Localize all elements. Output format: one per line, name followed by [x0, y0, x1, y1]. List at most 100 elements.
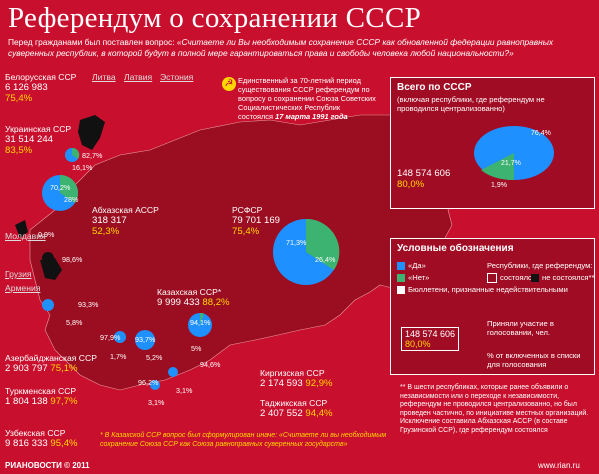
stat-tajikistan: Таджикская ССР 2 407 552 94,4%: [260, 398, 333, 419]
rsfsr-voters: 79 701 169: [232, 215, 281, 226]
kirg-voters: 2 174 593: [260, 378, 303, 389]
turk-voters: 1 804 138: [5, 396, 48, 407]
total-no-label: 21,7%: [501, 160, 521, 167]
legend-spoiled-text: Бюллетени, признанные недействительными: [408, 285, 568, 294]
not-held-swatch: [531, 274, 539, 282]
referendum-note-text: Единственный за 70-летний период существ…: [238, 76, 376, 121]
legend-not-held-text: не состоялся**: [542, 273, 595, 282]
tadj-no-label: 3,1%: [148, 398, 165, 407]
turk-pie-yes: [114, 331, 126, 343]
ukraine-voters: 31 514 244: [5, 134, 54, 145]
legend-sample: 148 574 606 80,0%: [401, 327, 460, 351]
stat-kyrgyzstan: Киргизская ССР 2 174 593 92,9%: [260, 368, 333, 389]
label-georgia: Грузия: [5, 269, 32, 279]
kaz-yes-label: 94,1%: [190, 318, 211, 327]
abkh-pie: [42, 252, 54, 264]
footer-brand: РИАНОВОСТИ © 2011: [5, 461, 90, 470]
referendum-date: 17 марта 1991 года: [275, 112, 348, 121]
moldova-region: [15, 220, 28, 238]
yes-swatch: [397, 262, 405, 270]
ukraine-name: Украинская ССР: [5, 124, 72, 134]
tadj-pie-yes: [150, 380, 160, 390]
abkhazia-pct: 52,3%: [92, 226, 120, 237]
turk-no-label: 1,7%: [110, 352, 127, 361]
referendum-note: Единственный за 70-летний период существ…: [238, 76, 376, 121]
legend-title: Условные обозначения: [397, 243, 514, 254]
legend-no-text: «Нет»: [408, 273, 430, 282]
abkhazia-voters: 318 317: [92, 215, 127, 226]
rsfsr-no-label: 26,4%: [315, 255, 336, 264]
tadj-pct: 94,4%: [305, 408, 333, 419]
legend-held-header: Республики, где референдум:: [487, 261, 593, 270]
stat-ukraine: Украинская ССР 31 514 244 83,5%: [5, 124, 71, 156]
legend-box: Условные обозначения «Да» «Нет» Бюллетен…: [390, 238, 595, 375]
ukraine-pie-no: [60, 174, 79, 203]
label-latvia: Латвия: [124, 72, 153, 82]
caucasus-region: [40, 258, 62, 280]
footnote-kazakhstan: * В Казахской ССР вопрос был сформулиров…: [100, 432, 387, 448]
stat-uzbekistan: Узбекская ССР 9 816 333 95,4%: [5, 428, 78, 449]
ukraine-no-label: 28%: [64, 195, 79, 204]
azer-yes-label: 93,3%: [78, 300, 99, 309]
kaz-voters: 9 999 433: [157, 297, 200, 308]
question-intro: Перед гражданами был поставлен вопрос:: [8, 37, 177, 47]
ukraine-yes-label: 70,2%: [50, 183, 71, 192]
rsfsr-pie-no: [306, 218, 340, 270]
belarus-yes-label: 82,7%: [82, 151, 103, 160]
legend-yes: «Да»: [397, 261, 426, 270]
turk-name: Туркменская ССР: [5, 386, 77, 396]
no-swatch: [397, 274, 405, 282]
footer-url[interactable]: www.rian.ru: [538, 461, 580, 470]
page-title: Референдум о сохранении СССР: [8, 2, 422, 34]
legend-pct-caption: % от включенных в списки для голосования: [487, 351, 581, 369]
ukraine-pct: 83,5%: [5, 145, 33, 156]
legend-held: состоялся: [487, 273, 536, 283]
rsfsr-yes-label: 71,3%: [286, 238, 307, 247]
tadj-name: Таджикская ССР: [260, 398, 328, 408]
question-quote: «Считаете ли Вы необходимым сохранение С…: [8, 37, 554, 58]
kirg-pie-yes: [168, 367, 178, 377]
stat-turkmenistan: Туркменская ССР 1 804 138 97,7%: [5, 386, 78, 407]
azer-name: Азербайджанская ССР: [5, 353, 97, 363]
baltic-region: [78, 115, 105, 150]
abkh-no-label: 0,9%: [38, 230, 55, 239]
total-subtitle: (включая республики, где референдум не п…: [397, 95, 545, 113]
total-title: Всего по СССР: [397, 82, 472, 93]
legend-sample-pct: 80,0%: [405, 339, 431, 349]
stat-abkhazia: Абхазская АССР 318 317 52,3%: [92, 205, 159, 237]
total-yes-label: 76,4%: [531, 130, 551, 137]
spoiled-swatch: [397, 286, 405, 294]
label-lithuania: Литва: [92, 72, 116, 82]
kaz-pct: 88,2%: [202, 297, 230, 308]
stat-azerbaijan: Азербайджанская ССР 2 903 797 75,1%: [5, 353, 97, 374]
kirg-yes-label: 94,6%: [200, 360, 221, 369]
uzb-pct: 95,4%: [50, 438, 78, 449]
stat-rsfsr: РСФСР 79 701 169 75,4%: [232, 205, 280, 237]
total-spoiled-label: 1,9%: [491, 182, 507, 189]
kaz-pie-no: [200, 312, 204, 325]
legend-sample-voters: 148 574 606: [405, 329, 456, 339]
abkhazia-name: Абхазская АССР: [92, 205, 159, 215]
total-voters: 148 574 606: [397, 168, 451, 179]
legend-no: «Нет»: [397, 273, 429, 282]
hammer-sickle-icon: ☭: [222, 77, 236, 91]
question-text: Перед гражданами был поставлен вопрос: «…: [8, 37, 593, 58]
total-pie-no: [481, 153, 514, 181]
rsfsr-pct: 75,4%: [232, 226, 260, 237]
kaz-name: Казахская ССР*: [157, 287, 222, 297]
belarus-no-label: 16,1%: [72, 163, 93, 172]
legend-yes-text: «Да»: [408, 261, 426, 270]
legend-not-held: не состоялся**: [531, 273, 594, 282]
azer-no-label: 5,8%: [66, 318, 83, 327]
stat-belarus: Белорусская ССР 6 126 983 75,4%: [5, 72, 76, 104]
total-pct: 80,0%: [397, 179, 425, 190]
belarus-pct: 75,4%: [5, 93, 33, 104]
uzb-pie-yes: [135, 330, 155, 350]
belarus-pie-no: [72, 147, 80, 159]
footnote-double: ** В шести республиках, которые ранее об…: [400, 384, 589, 434]
azer-pct: 75,1%: [50, 363, 78, 374]
abkh-yes-label: 98,6%: [62, 255, 83, 264]
ussr-map: [15, 114, 481, 391]
uzb-no-label: 5,2%: [146, 353, 163, 362]
